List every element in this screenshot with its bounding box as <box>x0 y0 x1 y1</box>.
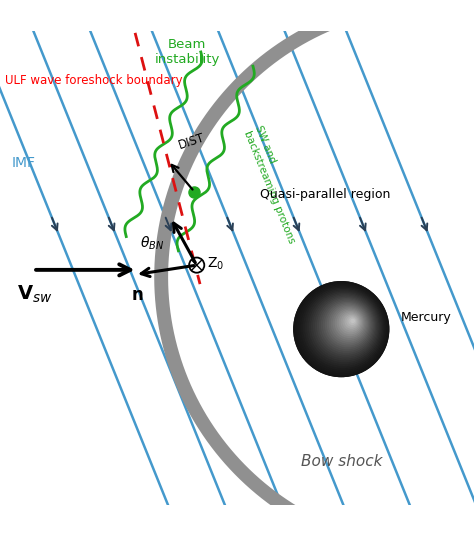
Circle shape <box>294 282 389 377</box>
Text: $\mathbf{V}_{sw}$: $\mathbf{V}_{sw}$ <box>17 284 52 305</box>
Text: Beam
instability: Beam instability <box>155 37 220 66</box>
Circle shape <box>337 310 363 335</box>
Circle shape <box>294 282 389 377</box>
Circle shape <box>328 304 369 345</box>
Circle shape <box>326 302 370 347</box>
Circle shape <box>306 289 382 365</box>
Circle shape <box>318 297 374 354</box>
Circle shape <box>314 295 377 358</box>
Circle shape <box>189 257 204 273</box>
Circle shape <box>341 313 360 332</box>
Circle shape <box>347 317 356 326</box>
Circle shape <box>296 283 387 374</box>
Circle shape <box>311 293 378 360</box>
Circle shape <box>351 319 354 323</box>
Circle shape <box>343 314 359 330</box>
Text: ULF wave foreshock boundary: ULF wave foreshock boundary <box>5 74 182 87</box>
Text: Bow shock: Bow shock <box>301 454 382 469</box>
Text: $\theta_{BN}$: $\theta_{BN}$ <box>139 235 164 253</box>
Circle shape <box>336 309 364 338</box>
Circle shape <box>298 284 386 373</box>
Circle shape <box>304 288 383 367</box>
Circle shape <box>339 311 361 334</box>
Circle shape <box>319 299 374 352</box>
Circle shape <box>310 292 379 362</box>
Text: Mercury: Mercury <box>401 311 451 324</box>
Circle shape <box>300 286 385 371</box>
Circle shape <box>316 296 375 356</box>
Circle shape <box>333 308 365 339</box>
Text: SW and
backstreaming protons: SW and backstreaming protons <box>242 124 308 244</box>
Circle shape <box>349 318 356 324</box>
Circle shape <box>345 316 358 328</box>
Text: DIST: DIST <box>176 132 206 152</box>
Text: Z$_0$: Z$_0$ <box>207 256 224 272</box>
Circle shape <box>329 305 367 343</box>
Text: IMF: IMF <box>12 156 36 170</box>
Circle shape <box>302 287 384 369</box>
Text: $\mathbf{n}$: $\mathbf{n}$ <box>131 286 144 304</box>
Text: Quasi-parallel region: Quasi-parallel region <box>259 188 390 201</box>
Circle shape <box>331 307 366 341</box>
Circle shape <box>323 301 371 349</box>
Circle shape <box>308 291 380 363</box>
Circle shape <box>321 300 372 350</box>
